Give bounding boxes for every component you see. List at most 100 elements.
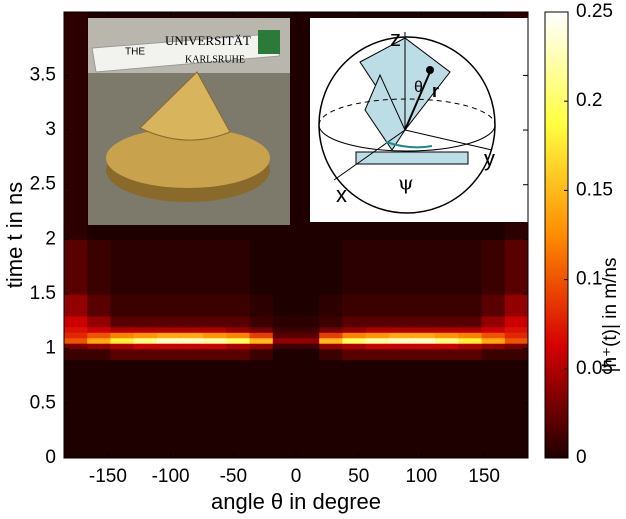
heat-cell: [134, 349, 158, 360]
heat-cell: [226, 294, 250, 316]
heat-cell: [435, 349, 459, 360]
heat-cell: [296, 360, 320, 459]
heat-cell: [296, 343, 320, 349]
photo-text: KARLSRUHE: [185, 54, 245, 65]
heat-cell: [87, 338, 111, 344]
heat-cell: [134, 327, 158, 333]
heat-cell: [342, 239, 366, 294]
colorbar: [545, 12, 568, 458]
heat-cell: [110, 316, 134, 327]
heat-cell: [482, 239, 506, 294]
heat-cell: [134, 360, 158, 459]
heat-cell: [435, 332, 459, 338]
heat-cell: [87, 316, 111, 327]
heat-cell: [110, 349, 134, 360]
heat-cell: [203, 316, 227, 327]
x-tick-label: 150: [468, 466, 500, 487]
heat-cell: [342, 349, 366, 360]
colorbar-tick-label: 0.15: [576, 179, 613, 200]
heat-cell: [134, 338, 158, 344]
heat-cell: [458, 239, 482, 294]
heat-cell: [342, 338, 366, 344]
y-axis-label: time t in ns: [2, 182, 27, 288]
heat-cell: [203, 327, 227, 333]
heat-cell: [342, 332, 366, 338]
heat-cell: [203, 338, 227, 344]
heat-cell: [180, 239, 204, 294]
heat-cell: [296, 294, 320, 316]
heat-cell: [157, 360, 181, 459]
chart: UNIVERSITÄT KARLSRUHE THE z θ r y x ψ: [0, 0, 626, 519]
heat-cell: [296, 332, 320, 338]
y-tick-label: 0: [45, 447, 56, 468]
heat-cell: [505, 360, 529, 459]
heat-cell: [134, 239, 158, 294]
heat-cell: [458, 360, 482, 459]
heat-cell: [87, 294, 111, 316]
heat-cell: [273, 316, 297, 327]
heat-cell: [412, 332, 436, 338]
heat-cell: [342, 327, 366, 333]
heat-cell: [273, 343, 297, 349]
heat-cell: [226, 349, 250, 360]
heat-cell: [64, 332, 88, 338]
heat-cell: [458, 332, 482, 338]
photo-logo: [258, 30, 280, 54]
heat-cell: [505, 349, 529, 360]
heat-cell: [273, 338, 297, 344]
x-tick-label: 50: [348, 466, 369, 487]
heat-cell: [482, 332, 506, 338]
x-tick-label: 100: [406, 466, 438, 487]
heat-cell: [273, 332, 297, 338]
heat-cell: [342, 294, 366, 316]
heat-cell: [296, 239, 320, 294]
heat-cell: [64, 338, 88, 344]
heat-cell: [412, 327, 436, 333]
heat-cell: [226, 360, 250, 459]
heat-cell: [203, 294, 227, 316]
heat-cell: [157, 332, 181, 338]
heat-cell: [366, 338, 390, 344]
heat-cell: [110, 360, 134, 459]
heat-cell: [482, 316, 506, 327]
heat-cell: [64, 294, 88, 316]
heat-cell: [273, 360, 297, 459]
heat-cell: [203, 332, 227, 338]
heat-cell: [180, 294, 204, 316]
heat-cell: [482, 327, 506, 333]
diagram-label: x: [336, 182, 347, 207]
heat-cell: [319, 360, 343, 459]
heat-cell: [134, 294, 158, 316]
heat-cell: [203, 239, 227, 294]
heat-cell: [180, 316, 204, 327]
heat-cell: [366, 360, 390, 459]
heat-cell: [319, 349, 343, 360]
heat-cell: [389, 332, 413, 338]
heat-cell: [110, 343, 134, 349]
heat-cell: [87, 332, 111, 338]
diagram-slab: [356, 152, 468, 164]
colorbar-label: |h⁺(t)| in m/ns: [600, 258, 621, 373]
heat-cell: [203, 360, 227, 459]
heat-cell: [250, 338, 274, 344]
heat-cell: [342, 360, 366, 459]
y-tick-label: 1: [45, 338, 56, 359]
heat-cell: [366, 294, 390, 316]
heat-cell: [180, 332, 204, 338]
heat-cell: [226, 327, 250, 333]
heat-cell: [110, 332, 134, 338]
heat-cell: [110, 327, 134, 333]
heat-cell: [435, 327, 459, 333]
heat-cell: [87, 239, 111, 294]
heat-cell: [389, 239, 413, 294]
heat-cell: [64, 239, 88, 294]
heat-cell: [482, 360, 506, 459]
heat-cell: [180, 349, 204, 360]
heat-cell: [134, 332, 158, 338]
heat-cell: [389, 316, 413, 327]
heat-cell: [505, 239, 529, 294]
heat-cell: [435, 360, 459, 459]
heat-cell: [273, 294, 297, 316]
heat-cell: [366, 316, 390, 327]
heat-cell: [157, 294, 181, 316]
